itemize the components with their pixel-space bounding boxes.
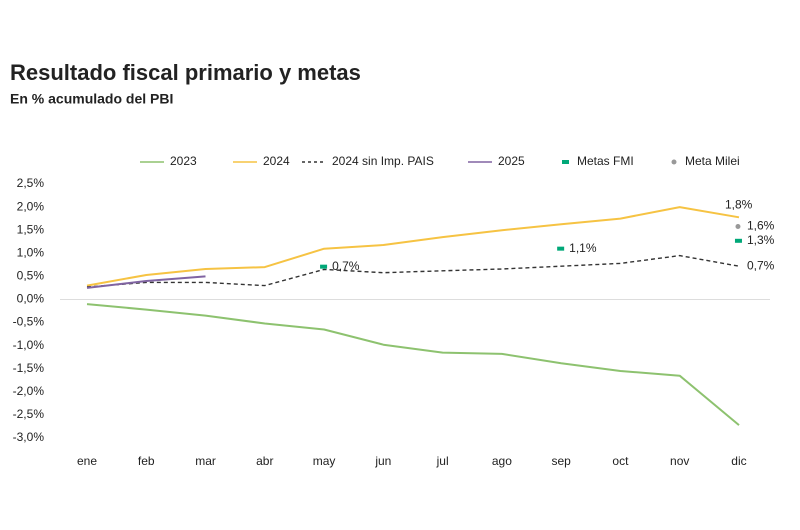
legend-swatch <box>562 160 569 164</box>
x-tick-label: mar <box>195 454 216 468</box>
data-label: 0,7% <box>332 259 360 273</box>
x-tick-label: ago <box>492 454 512 468</box>
chart-title: Resultado fiscal primario y metas <box>10 60 361 85</box>
x-tick-label: may <box>313 454 336 468</box>
legend-label: Meta Milei <box>685 154 740 168</box>
legend-label: 2024 sin Imp. PAIS <box>332 154 434 168</box>
x-tick-label: sep <box>551 454 571 468</box>
y-tick-label: -3,0% <box>13 430 45 444</box>
series-line <box>86 254 740 288</box>
legend-swatch <box>671 159 677 165</box>
x-tick-label: ene <box>77 454 97 468</box>
series-line <box>86 275 206 289</box>
y-tick-label: 2,5% <box>17 176 45 190</box>
y-tick-label: -1,0% <box>13 338 45 352</box>
y-tick-label: 0,0% <box>17 292 45 306</box>
x-tick-label: feb <box>138 454 155 468</box>
target-marker <box>320 264 328 269</box>
legend-label: 2024 <box>263 154 290 168</box>
y-tick-label: -2,0% <box>13 384 45 398</box>
data-label: 1,1% <box>569 241 597 255</box>
series-line <box>86 206 740 287</box>
legend-label: Metas FMI <box>577 154 634 168</box>
x-tick-label: oct <box>612 454 629 468</box>
y-tick-label: -2,5% <box>13 407 45 421</box>
legend-label: 2025 <box>498 154 525 168</box>
data-label: 1,8% <box>725 197 753 211</box>
y-tick-label: 2,0% <box>17 199 45 213</box>
data-label: 1,3% <box>747 233 775 247</box>
y-tick-label: -0,5% <box>13 315 45 329</box>
x-tick-label: jun <box>374 454 391 468</box>
x-tick-label: dic <box>731 454 746 468</box>
x-tick-label: jul <box>436 454 449 468</box>
legend-label: 2023 <box>170 154 197 168</box>
x-tick-label: nov <box>670 454 689 468</box>
y-tick-label: 1,5% <box>17 222 45 236</box>
target-marker <box>734 238 742 243</box>
y-tick-label: 0,5% <box>17 269 45 283</box>
target-marker <box>557 246 565 251</box>
series-line <box>86 303 740 426</box>
y-tick-label: -1,5% <box>13 361 45 375</box>
chart-subtitle: En % acumulado del PBI <box>10 91 173 107</box>
data-label: 0,7% <box>747 258 775 272</box>
x-tick-label: abr <box>256 454 273 468</box>
y-tick-label: 1,0% <box>17 245 45 259</box>
data-label: 1,6% <box>747 219 775 233</box>
target-marker <box>735 223 741 229</box>
